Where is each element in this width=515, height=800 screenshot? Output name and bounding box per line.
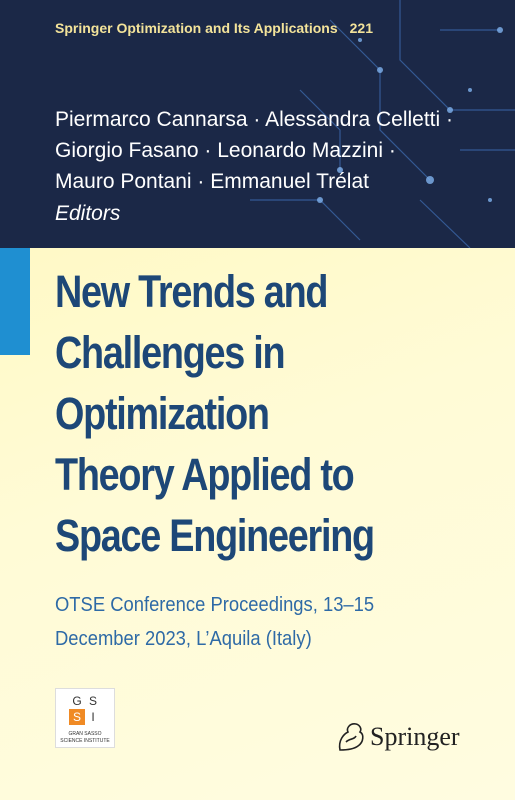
editor-line: Mauro Pontani · Emmanuel Trélat (55, 170, 369, 193)
editor-line: Giorgio Fasano · Leonardo Mazzini · (55, 139, 396, 162)
editors-label: Editors (55, 202, 121, 225)
editor-line: Piermarco Cannarsa · Alessandra Celletti… (55, 108, 453, 131)
title-line: Theory Applied to (55, 449, 355, 500)
title-line: Optimization (55, 388, 270, 439)
publisher-name: Springer (370, 722, 460, 751)
logo-letter: S (88, 694, 97, 708)
accent-stripe (0, 248, 30, 355)
institute-logo: G S S I GRAN SASSO SCIENCE INSTITUTE (55, 688, 115, 748)
title-line: Challenges in (55, 327, 286, 378)
series-line: Springer Optimization and Its Applicatio… (55, 20, 385, 36)
series-name: Springer Optimization and Its Applicatio… (55, 20, 338, 36)
logo-letter: I (91, 710, 95, 724)
circuit-pattern (250, 0, 515, 248)
subtitle-line: December 2023, L’Aquila (Italy) (55, 628, 312, 650)
title-line: Space Engineering (55, 510, 375, 561)
series-number: 221 (349, 20, 373, 36)
logo-text: SCIENCE INSTITUTE (60, 738, 110, 744)
subtitle-line: OTSE Conference Proceedings, 13–15 (55, 594, 375, 616)
header-band (0, 0, 515, 248)
logo-letter: G (72, 694, 82, 708)
title-line: New Trends and (55, 266, 328, 317)
logo-letter: S (69, 709, 85, 725)
publisher-emblem (338, 723, 364, 751)
logo-text: GRAN SASSO (68, 731, 102, 737)
